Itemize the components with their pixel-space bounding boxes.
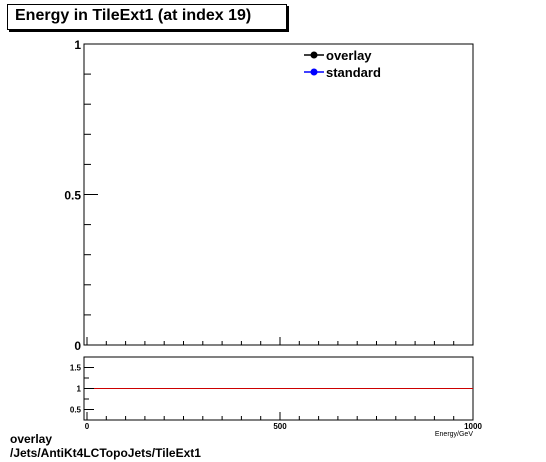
main-y-tick-label: 1	[74, 38, 81, 52]
legend-label-overlay: overlay	[326, 48, 372, 63]
ratio-y-tick-label: 1	[77, 385, 82, 394]
legend-label-standard: standard	[326, 65, 381, 80]
main-y-tick-label: 0	[74, 339, 81, 353]
ratio-y-tick-label: 1.5	[70, 364, 82, 373]
ratio-y-tick-label: 0.5	[70, 406, 82, 415]
footer-label: overlay	[10, 432, 53, 446]
ratio-x-tick-label: 1000	[464, 422, 482, 431]
main-y-tick-label: 0.5	[64, 189, 81, 203]
legend-marker-standard	[310, 68, 318, 76]
chart-title: Energy in TileExt1 (at index 19)	[15, 7, 252, 24]
ratio-x-tick-label: 0	[85, 422, 90, 431]
chart-title-box: Energy in TileExt1 (at index 19)	[7, 4, 287, 30]
legend-marker-overlay	[310, 51, 318, 59]
ratio-x-tick-label: 500	[273, 422, 287, 431]
footer-path: /Jets/AntiKt4LCTopoJets/TileExt1	[10, 446, 201, 460]
x-axis-label: Energy/GeV	[435, 431, 473, 438]
main-plot-frame	[83, 43, 474, 346]
